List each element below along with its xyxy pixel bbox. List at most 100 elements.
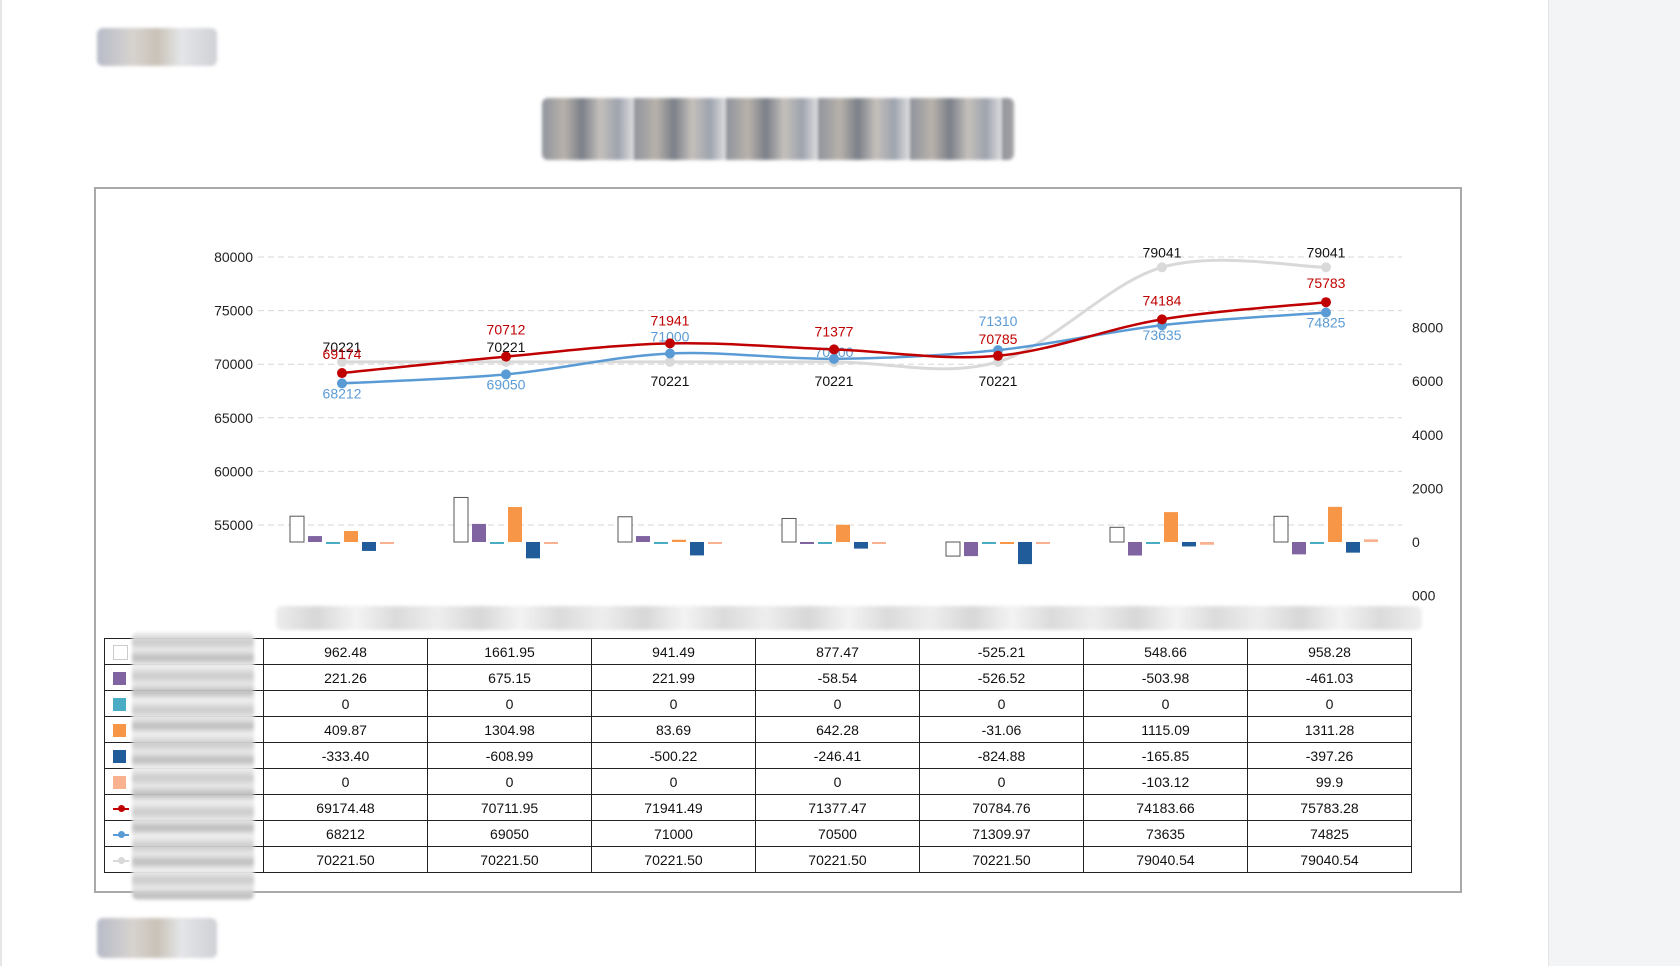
table-cell: 548.66 [1083, 638, 1248, 665]
bar-navy [1018, 542, 1032, 565]
bar-purple [1128, 542, 1142, 556]
table-cell: -608.99 [427, 742, 592, 769]
point-label-blue: 69050 [487, 376, 526, 392]
bar-salmon [1036, 542, 1050, 544]
point-label-blue: 71000 [651, 328, 690, 344]
table-cell: -246.41 [755, 742, 920, 769]
point-label-gray: 79041 [1307, 244, 1346, 260]
table-row: 69174.48 70711.95 71941.49 71377.47 70784.76… [104, 794, 1412, 821]
point-red [1321, 297, 1331, 308]
bar-navy [1346, 542, 1360, 553]
table-cell: 74183.66 [1083, 794, 1248, 821]
point-label-red: 70712 [487, 322, 526, 338]
point-label-gray: 70221 [815, 373, 854, 389]
legend-swatch-icon [113, 672, 126, 686]
table-cell: 409.87 [263, 716, 428, 743]
bar-orange [672, 539, 686, 542]
table-cell: 71941.49 [591, 794, 756, 821]
table-cell: 221.99 [591, 664, 756, 691]
table-cell: 0 [591, 768, 756, 795]
point-blue [337, 378, 347, 389]
point-label-blue: 68212 [323, 385, 362, 401]
y-left-tick-label: 65000 [214, 410, 253, 426]
table-cell: 70221.50 [919, 846, 1084, 873]
table-cell: 71377.47 [755, 794, 920, 821]
table-cell: 0 [427, 690, 592, 717]
table-cell: 79040.54 [1083, 846, 1248, 873]
table-cell: 70221.50 [263, 846, 428, 873]
bar-orange [836, 524, 850, 542]
table-cell: 70784.76 [919, 794, 1084, 821]
point-label-red: 75783 [1307, 275, 1346, 291]
bar-cyan [982, 542, 996, 544]
point-label-gray: 79041 [1143, 244, 1182, 260]
table-row: 70221.50 70221.50 70221.50 70221.50 70221.50… [104, 846, 1412, 873]
point-label-blue: 74825 [1307, 314, 1346, 330]
table-cell: 958.28 [1247, 638, 1412, 665]
table-cell: 99.9 [1247, 768, 1412, 795]
bar-cyan [490, 542, 504, 544]
table-cell: -526.52 [919, 664, 1084, 691]
bar-purple [964, 542, 978, 557]
bar-cyan [1146, 542, 1160, 544]
bar-white [1109, 526, 1125, 543]
table-cell: 0 [1083, 690, 1248, 717]
data-table: 962.48 1661.95 941.49 877.47 -525.21 548.66 95… [104, 638, 1412, 873]
point-blue [501, 369, 511, 380]
point-label-red: 71377 [815, 323, 854, 339]
bar-purple [472, 523, 486, 542]
table-cell: 79040.54 [1247, 846, 1412, 873]
bar-salmon [708, 542, 722, 544]
table-cell: -525.21 [919, 638, 1084, 665]
legend-swatch-icon [113, 750, 126, 764]
table-row: -333.40 -608.99 -500.22 -246.41 -824.88 -165.… [104, 742, 1412, 769]
point-label-blue: 71310 [979, 313, 1018, 329]
point-blue [665, 348, 675, 359]
point-red [337, 368, 347, 379]
table-cell: 642.28 [755, 716, 920, 743]
page-left-edge [0, 0, 2, 966]
table-cell: -31.06 [919, 716, 1084, 743]
table-cell: -103.12 [1083, 768, 1248, 795]
table-cell: 1304.98 [427, 716, 592, 743]
bar-purple [800, 542, 814, 544]
bar-white [945, 541, 961, 557]
y-right-tick-label: 000 [1412, 588, 1436, 604]
bar-navy [362, 542, 376, 551]
point-label-gray: 70221 [323, 339, 362, 355]
bar-purple [636, 536, 650, 542]
table-cell: 221.26 [263, 664, 428, 691]
point-gray [1321, 262, 1331, 273]
y-right-tick-label: 6000 [1412, 373, 1443, 389]
bar-cyan [818, 542, 832, 544]
table-cell: 68212 [263, 820, 428, 847]
table-cell: 0 [919, 768, 1084, 795]
table-cell: 83.69 [591, 716, 756, 743]
point-red [501, 351, 511, 362]
table-cell: 75783.28 [1247, 794, 1412, 821]
legend-line-marker-icon [113, 802, 129, 815]
table-cell: 69050 [427, 820, 592, 847]
y-left-tick-label: 60000 [214, 463, 253, 479]
bar-navy [526, 542, 540, 559]
table-cell: 70221.50 [427, 846, 592, 873]
table-cell: 877.47 [755, 638, 920, 665]
table-cell: 71000 [591, 820, 756, 847]
table-cell: 0 [263, 768, 428, 795]
table-cell: 0 [263, 690, 428, 717]
table-cell: -165.85 [1083, 742, 1248, 769]
legend-line-marker-icon [113, 854, 129, 867]
bar-white [781, 517, 797, 543]
bar-cyan [1310, 542, 1324, 544]
table-cell: 0 [427, 768, 592, 795]
table-cell: 71309.97 [919, 820, 1084, 847]
bar-white [453, 496, 469, 543]
point-gray [337, 356, 347, 367]
table-cell: 0 [755, 768, 920, 795]
table-row: 0 0 0 0 0 -103.12 99.9 [104, 768, 1412, 795]
bar-navy [1182, 542, 1196, 547]
combo-chart: 80000 75000 70000 65000 60000 55000 8000 6000 40… [214, 244, 1443, 604]
table-cell: 962.48 [263, 638, 428, 665]
bar-cyan [326, 542, 340, 544]
bar-purple [1292, 542, 1306, 555]
